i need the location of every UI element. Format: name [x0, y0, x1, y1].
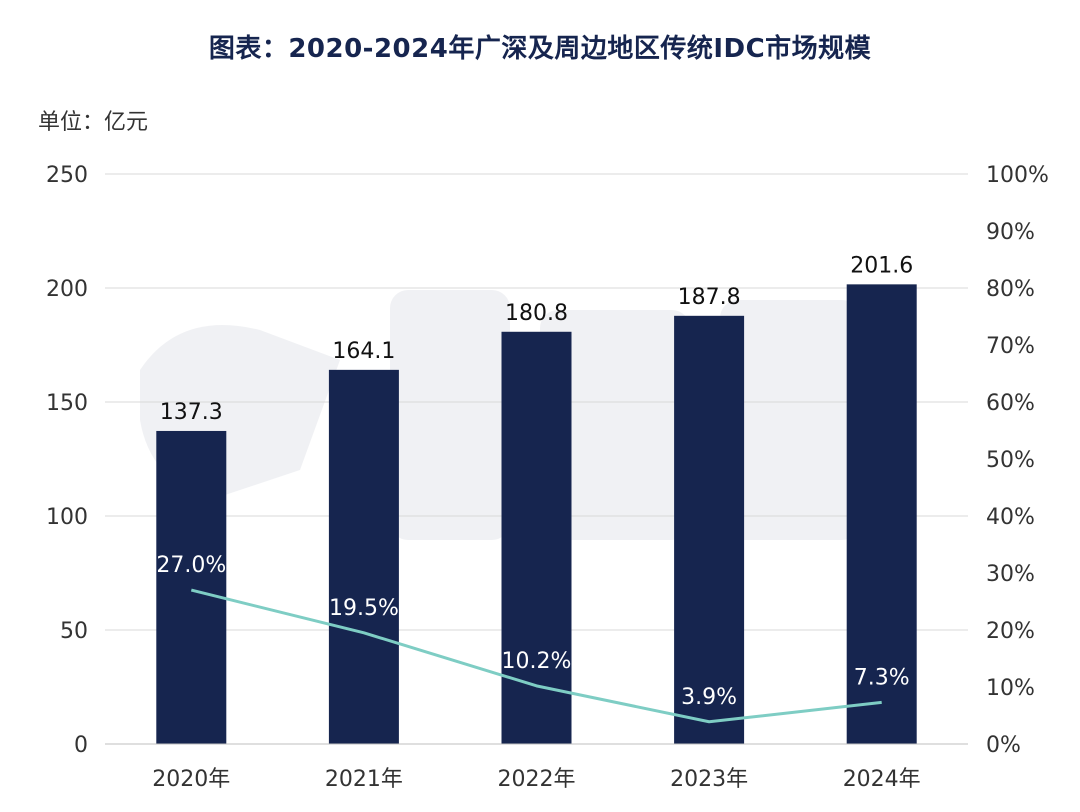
line-data-label: 3.9% [681, 685, 737, 710]
y-left-tick-label: 0 [74, 733, 88, 758]
y-left-tick-label: 200 [46, 277, 88, 302]
line-data-label: 7.3% [854, 665, 910, 690]
x-tick-label: 2021年 [325, 767, 403, 792]
line-data-label: 19.5% [329, 596, 399, 621]
bar [501, 331, 572, 744]
y-left-tick-label: 50 [60, 619, 88, 644]
x-tick-label: 2023年 [670, 767, 748, 792]
y-right-tick-label: 50% [986, 448, 1035, 473]
y-right-tick-label: 20% [986, 619, 1035, 644]
y-right-tick-label: 100% [986, 163, 1049, 188]
bar-data-label: 164.1 [332, 339, 395, 364]
y-right-tick-label: 10% [986, 676, 1035, 701]
bar [674, 315, 745, 744]
bar [328, 369, 399, 744]
line-data-label: 10.2% [502, 649, 572, 674]
bar-data-label: 180.8 [505, 301, 568, 326]
bar [846, 284, 917, 744]
line-data-label: 27.0% [156, 553, 226, 578]
y-right-tick-label: 80% [986, 277, 1035, 302]
y-right-tick-label: 40% [986, 505, 1035, 530]
y-right-tick-label: 60% [986, 391, 1035, 416]
x-tick-label: 2024年 [843, 767, 921, 792]
bar [156, 430, 227, 744]
unit-label: 单位：亿元 [38, 110, 149, 135]
x-tick-label: 2022年 [498, 767, 576, 792]
y-left-tick-label: 100 [46, 505, 88, 530]
chart-title: 图表：2020-2024年广深及周边地区传统IDC市场规模 [208, 34, 872, 64]
y-right-tick-label: 30% [986, 562, 1035, 587]
x-tick-label: 2020年 [152, 767, 230, 792]
y-left-tick-label: 150 [46, 391, 88, 416]
bar-data-label: 137.3 [160, 400, 223, 425]
bar-data-label: 187.8 [678, 285, 741, 310]
y-right-tick-label: 70% [986, 334, 1035, 359]
bar-data-label: 201.6 [850, 253, 913, 278]
y-right-tick-label: 0% [986, 733, 1021, 758]
line-series [190, 588, 882, 724]
y-right-tick-label: 90% [986, 220, 1035, 245]
y-left-tick-label: 250 [46, 163, 88, 188]
